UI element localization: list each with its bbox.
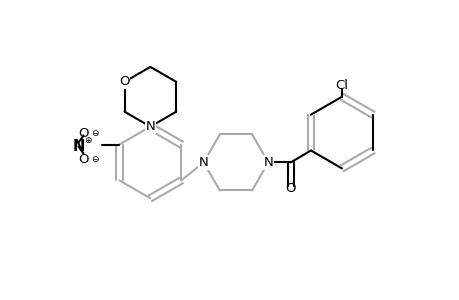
Text: N: N [145,120,155,133]
Text: O: O [285,182,295,195]
Text: ⊕: ⊕ [84,136,91,145]
Text: ⊖: ⊖ [90,129,98,138]
Text: Cl: Cl [335,79,348,92]
Text: O: O [119,75,129,88]
Text: ⊖: ⊖ [90,155,98,164]
Text: N: N [72,139,84,154]
Text: O: O [78,153,89,166]
Text: O: O [78,127,89,140]
Text: N: N [198,156,208,169]
Text: N: N [263,156,273,169]
